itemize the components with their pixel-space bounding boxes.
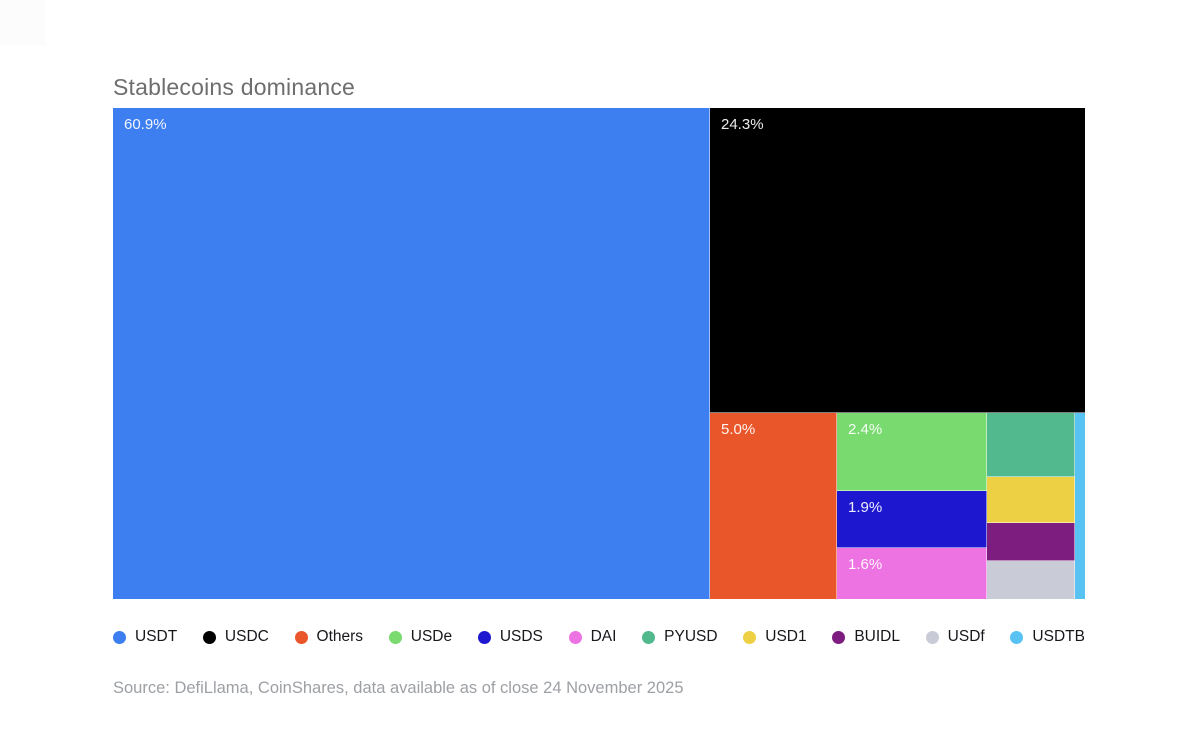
legend-item-dai: DAI xyxy=(568,628,617,646)
treemap-cell-usds: 1.9% xyxy=(837,491,987,548)
legend-dot-icon xyxy=(642,630,656,644)
treemap-cell-others: 5.0% xyxy=(710,413,837,599)
chart-title: Stablecoins dominance xyxy=(113,74,356,101)
legend-item-usde: USDe xyxy=(388,628,453,646)
treemap-cell-pyusd xyxy=(987,413,1075,477)
treemap-cell-label: 1.6% xyxy=(848,556,883,573)
legend-label: Others xyxy=(316,628,364,645)
legend-item-usdc: USDC xyxy=(202,628,269,646)
treemap-cell-usdf xyxy=(987,561,1075,599)
legend-item-usd1: USD1 xyxy=(743,628,807,646)
legend-dot-icon xyxy=(1010,630,1024,644)
legend-label: USDTB xyxy=(1032,628,1085,645)
legend-label: DAI xyxy=(590,628,617,645)
legend-label: USDS xyxy=(499,628,543,645)
legend-dot-icon xyxy=(477,630,491,644)
legend-item-usds: USDS xyxy=(477,628,543,646)
treemap-cell-usdtb xyxy=(1075,413,1085,599)
treemap-cell-label: 60.9% xyxy=(124,116,167,133)
legend-label: USD1 xyxy=(765,628,807,645)
treemap-cell-usdt: 60.9% xyxy=(113,108,710,599)
legend-label: BUIDL xyxy=(854,628,900,645)
treemap-cell-label: 24.3% xyxy=(721,116,764,133)
legend-dot-icon xyxy=(388,630,402,644)
legend-label: PYUSD xyxy=(664,628,718,645)
legend-item-others: Others xyxy=(294,628,364,646)
corner-artifact xyxy=(0,0,46,46)
legend-label: USDT xyxy=(135,628,178,645)
treemap-cell-label: 5.0% xyxy=(721,421,756,438)
legend-label: USDC xyxy=(224,628,269,645)
treemap-cell-usd1 xyxy=(987,477,1075,523)
legend-item-usdt: USDT xyxy=(113,628,177,646)
legend-item-pyusd: PYUSD xyxy=(642,628,718,646)
treemap-cell-label: 2.4% xyxy=(848,421,883,438)
legend-dot-icon xyxy=(568,630,582,644)
treemap-cell-buidl xyxy=(987,523,1075,561)
legend-label: USDe xyxy=(410,628,453,645)
legend-dot-icon xyxy=(743,630,757,644)
legend-label: USDf xyxy=(947,628,985,645)
treemap-cell-label: 1.9% xyxy=(848,499,883,516)
treemap-cell-usde: 2.4% xyxy=(837,413,987,491)
legend-item-usdtb: USDTB xyxy=(1010,628,1085,646)
legend-dot-icon xyxy=(202,630,216,644)
legend-dot-icon xyxy=(925,630,939,644)
legend-item-usdf: USDf xyxy=(925,628,985,646)
legend-item-buidl: BUIDL xyxy=(832,628,900,646)
legend-dot-icon xyxy=(832,630,846,644)
legend-dot-icon xyxy=(294,630,308,644)
chart-legend: USDT USDC Others USDe USDS DAI PYUSD USD1 BUIDL U… xyxy=(113,628,1085,646)
legend-dot-icon xyxy=(113,630,126,644)
treemap-cell-dai: 1.6% xyxy=(837,548,987,599)
source-note: Source: DefiLlama, CoinShares, data avai… xyxy=(113,679,684,697)
treemap-cell-usdc: 24.3% xyxy=(710,108,1085,413)
treemap-chart: 60.9% 24.3% 5.0% 2.4% 1.9% 1.6% xyxy=(113,108,1085,599)
